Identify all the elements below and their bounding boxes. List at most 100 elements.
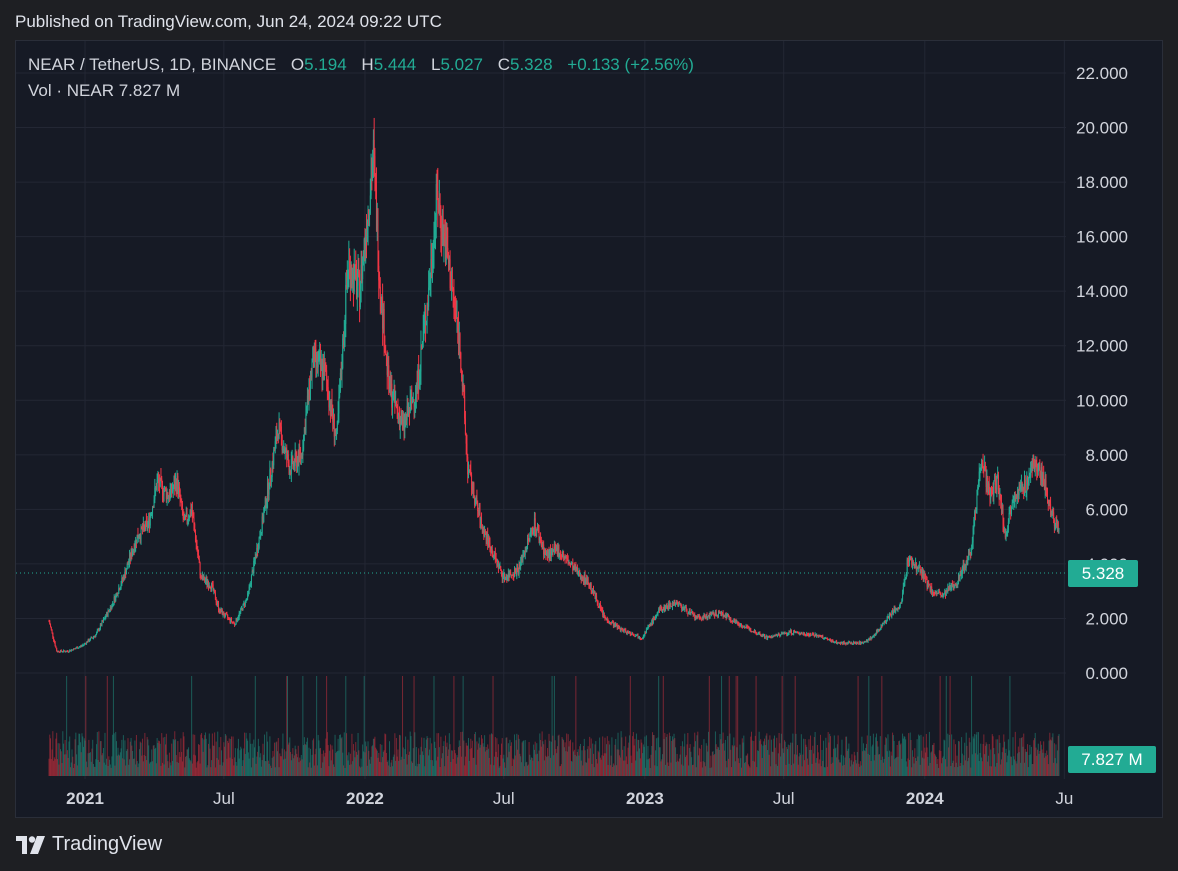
candle-body	[373, 139, 375, 157]
volume-bar	[426, 736, 428, 776]
volume-bar	[1053, 743, 1055, 776]
volume-bar	[365, 741, 367, 776]
volume-bar	[57, 743, 59, 776]
candle-body	[362, 258, 364, 280]
volume-bar	[987, 761, 989, 776]
volume-bar	[892, 732, 894, 776]
candle-body	[654, 617, 656, 620]
candle-body	[81, 645, 83, 647]
candle-body	[181, 501, 183, 504]
volume-bar	[796, 745, 798, 776]
volume-bar	[902, 733, 904, 776]
candle-body	[161, 478, 163, 483]
candle-body	[418, 368, 420, 387]
volume-bar	[277, 751, 279, 776]
x-tick-label: Jul	[773, 789, 795, 808]
volume-bar	[241, 766, 243, 776]
volume-bar	[990, 749, 992, 776]
close-label: C	[497, 55, 510, 74]
candle-body	[387, 365, 389, 375]
volume-bar	[822, 760, 824, 776]
candle-body	[99, 628, 101, 631]
volume-bar	[898, 741, 900, 776]
candle-body	[53, 640, 55, 643]
change-value: +0.133 (+2.56%)	[567, 55, 694, 74]
candle-body	[672, 602, 674, 604]
candle-body	[642, 637, 644, 639]
volume-bar	[591, 763, 593, 776]
volume-bar	[752, 760, 754, 776]
volume-bar	[983, 734, 985, 776]
tradingview-brand[interactable]: TradingView	[16, 833, 162, 856]
volume-bar	[70, 762, 72, 776]
candle-body	[947, 587, 949, 592]
candle-body	[1026, 477, 1028, 492]
volume-bar	[58, 764, 60, 776]
candle-body	[202, 575, 204, 580]
candle-body	[1056, 519, 1058, 526]
volume-bar	[188, 758, 190, 776]
volume-bar	[856, 751, 858, 776]
candle-body	[694, 614, 696, 619]
candle-body	[431, 259, 433, 268]
volume-bar	[509, 739, 511, 776]
volume-bar	[885, 737, 887, 776]
volume-bar	[473, 757, 475, 776]
volume-bar	[60, 751, 62, 776]
volume-bar	[883, 759, 885, 776]
volume-bar	[389, 766, 391, 776]
candle-body	[987, 478, 989, 493]
candle-body	[242, 603, 244, 611]
volume-bar	[304, 743, 306, 776]
candle-body	[464, 396, 466, 419]
candle-body	[152, 506, 154, 514]
volume-bar	[409, 731, 411, 776]
volume-bar	[49, 734, 51, 776]
volume-bar	[56, 732, 58, 776]
price-candles	[48, 117, 1060, 653]
volume-bar	[1052, 733, 1054, 776]
candle-body	[181, 503, 183, 513]
volume-bar	[1014, 731, 1016, 776]
candle-body	[140, 526, 142, 539]
volume-bar	[917, 756, 919, 776]
volume-bar	[648, 758, 650, 776]
candle-body	[650, 624, 652, 626]
candle-body	[846, 643, 848, 645]
volume-bar	[596, 758, 598, 776]
candle-body	[512, 574, 514, 577]
volume-bar	[132, 750, 134, 776]
candle-body	[736, 621, 738, 623]
price-chart[interactable]: 22.00020.00018.00016.00014.00012.00010.0…	[16, 41, 1162, 817]
chart-panel[interactable]: 22.000 20.000 18.000 16.000 14.000 12.000 10.0…	[15, 40, 1163, 818]
candle-body	[177, 475, 179, 493]
candle-body	[823, 638, 825, 640]
candle-body	[351, 279, 353, 284]
volume-bar	[790, 742, 792, 776]
candle-body	[1050, 510, 1052, 516]
candle-body	[858, 642, 860, 644]
volume-bar	[727, 758, 729, 776]
volume-bar	[462, 676, 464, 776]
volume-bar	[989, 766, 991, 776]
candle-body	[703, 614, 705, 619]
volume-bar	[202, 751, 204, 776]
volume-bar	[390, 762, 392, 776]
candle-body	[420, 346, 422, 372]
volume-bar	[995, 739, 997, 776]
candle-body	[926, 578, 928, 587]
volume-bar	[478, 737, 480, 776]
candle-body	[326, 370, 328, 381]
candle-body	[812, 633, 814, 635]
candle-body	[308, 378, 310, 400]
candle-body	[750, 628, 752, 632]
volume-bar	[562, 738, 564, 776]
candle-body	[796, 631, 798, 633]
candle-body	[1014, 499, 1016, 501]
volume-bar	[273, 756, 275, 776]
candle-body	[109, 610, 111, 612]
volume-bar	[342, 765, 344, 776]
volume-bar	[399, 735, 401, 776]
volume-bar	[413, 676, 415, 776]
candle-body	[377, 219, 379, 266]
